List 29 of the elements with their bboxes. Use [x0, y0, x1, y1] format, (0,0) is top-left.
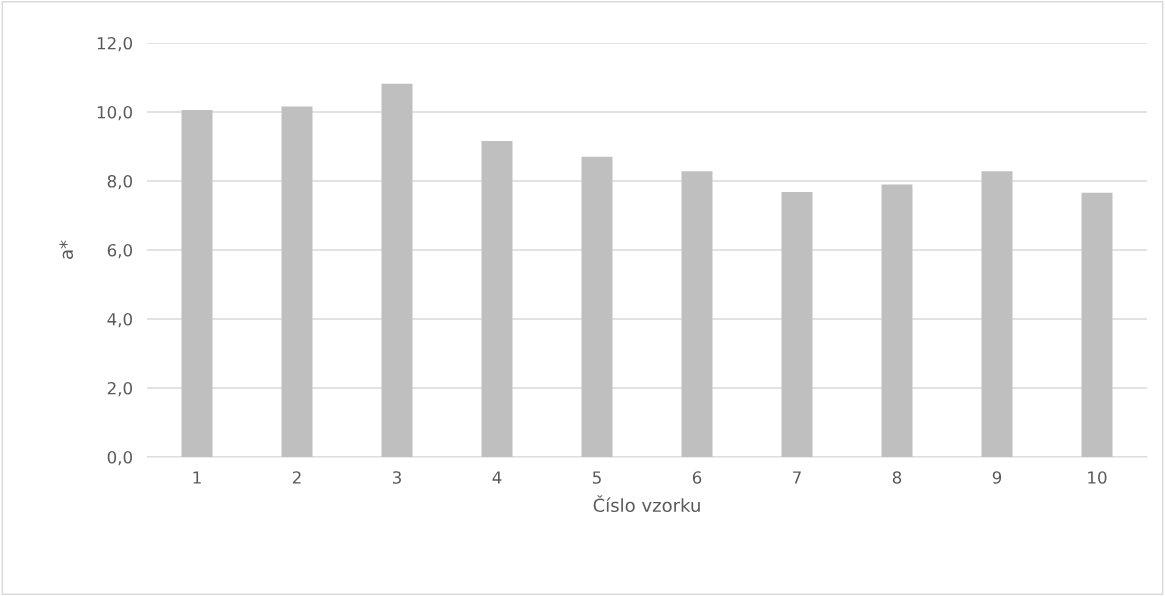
bar	[981, 171, 1013, 457]
x-tick-label: 3	[392, 471, 401, 484]
x-tick-label: 9	[992, 471, 1002, 484]
x-tick-label: 6	[692, 471, 702, 484]
y-axis-title: a*	[59, 240, 74, 259]
x-tick-label: 4	[492, 471, 502, 484]
x-axis-title: Číslo vzorku	[593, 495, 700, 513]
x-tick-label: 2	[292, 471, 301, 484]
x-tick-label: 1	[193, 471, 201, 484]
y-tick-label: 0,0	[107, 450, 132, 466]
bar	[581, 156, 613, 457]
bar	[881, 184, 913, 457]
bar	[381, 83, 413, 457]
y-tick-label: 8,0	[107, 174, 132, 190]
x-tick-label: 8	[892, 471, 902, 484]
x-tick-label: 10	[1088, 471, 1107, 484]
bar	[181, 109, 213, 457]
bar	[781, 192, 813, 457]
x-tick-label: 5	[592, 471, 601, 484]
y-tick-label: 4,0	[107, 312, 132, 328]
y-tick-label: 12,0	[97, 36, 132, 52]
bar	[681, 171, 713, 457]
y-tick-label: 2,0	[107, 381, 132, 397]
bar	[1081, 192, 1113, 457]
x-tick-label: 7	[793, 471, 801, 484]
bar	[481, 140, 513, 457]
y-tick-label: 10,0	[97, 105, 132, 121]
bar	[281, 106, 313, 457]
y-tick-label: 6,0	[107, 243, 132, 259]
